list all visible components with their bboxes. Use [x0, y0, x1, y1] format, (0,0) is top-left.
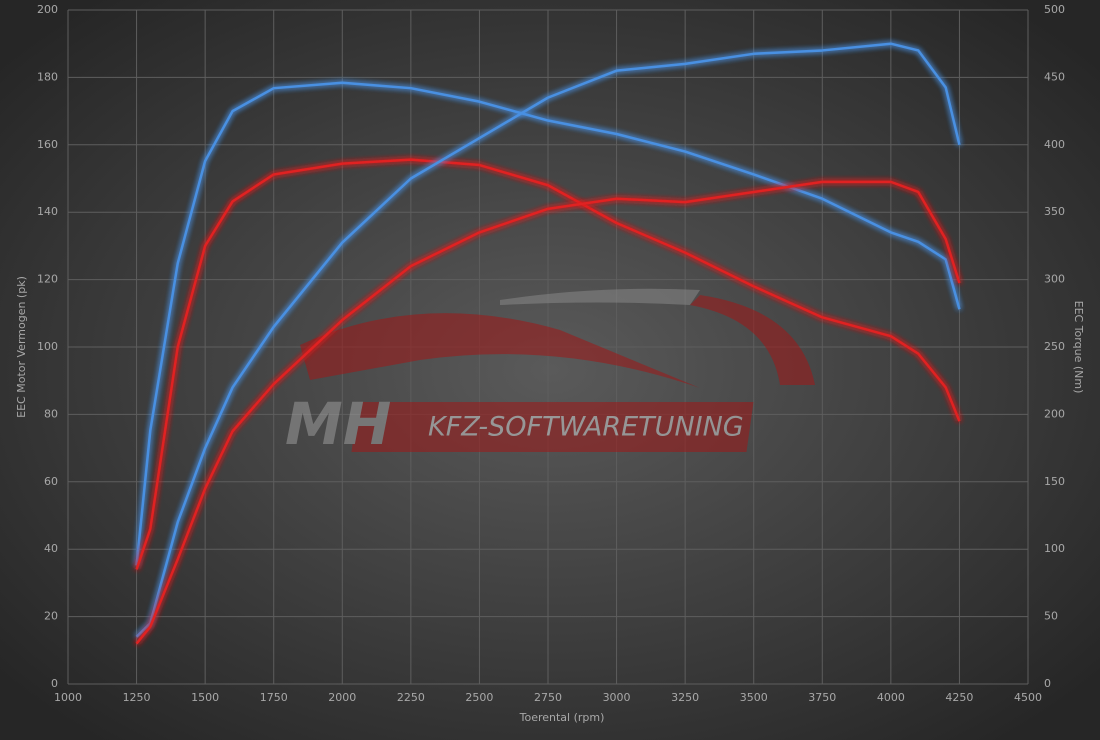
y-tick-label: 40: [44, 542, 58, 555]
x-tick-label: 2500: [465, 691, 493, 704]
series-line: [135, 180, 961, 645]
logo-car: [300, 313, 700, 388]
y-tick-label: 120: [37, 273, 58, 286]
logo-text: KFZ-SOFTWARETUNING: [428, 412, 744, 443]
y2-tick-label: 0: [1044, 677, 1051, 690]
y-tick-label: 60: [44, 475, 58, 488]
x-tick-label: 4000: [877, 691, 905, 704]
logo-banner: [351, 402, 754, 452]
y-tick-label: 140: [37, 205, 58, 218]
x-tick-label: 4500: [1014, 691, 1042, 704]
y2-tick-label: 400: [1044, 138, 1065, 151]
y-tick-label: 20: [44, 610, 58, 623]
logo-mh: MH: [285, 390, 391, 458]
y-tick-label: 160: [37, 138, 58, 151]
y2-tick-label: 150: [1044, 475, 1065, 488]
x-tick-label: 1000: [54, 691, 82, 704]
logo-car-rear: [690, 295, 815, 385]
x-axis-label: Toerental (rpm): [519, 711, 605, 724]
watermark: MH KFZ-SOFTWARETUNING: [285, 288, 815, 458]
x-tick-label: 1750: [260, 691, 288, 704]
x-tick-label: 1250: [123, 691, 151, 704]
y2-tick-label: 250: [1044, 340, 1065, 353]
x-tick-label: 3500: [740, 691, 768, 704]
series-line: [135, 158, 961, 570]
y2-tick-label: 100: [1044, 542, 1065, 555]
y2-tick-label: 450: [1044, 70, 1065, 83]
logo-swoosh: [500, 288, 700, 305]
y-tick-label: 0: [51, 677, 58, 690]
y-axis-label: EEC Motor Vermogen (pk): [15, 276, 28, 418]
x-tick-label: 2750: [534, 691, 562, 704]
y2-axis-label: EEC Torque (Nm): [1072, 301, 1085, 394]
x-tick-label: 3000: [603, 691, 631, 704]
y-tick-label: 80: [44, 407, 58, 420]
y-tick-label: 100: [37, 340, 58, 353]
y2-tick-label: 500: [1044, 3, 1065, 16]
y2-tick-label: 200: [1044, 407, 1065, 420]
y-tick-label: 180: [37, 70, 58, 83]
y-tick-label: 200: [37, 3, 58, 16]
x-tick-label: 3750: [808, 691, 836, 704]
series-line: [135, 81, 961, 566]
y2-tick-label: 50: [1044, 610, 1058, 623]
x-tick-label: 2000: [328, 691, 356, 704]
x-tick-label: 2250: [397, 691, 425, 704]
y2-tick-label: 350: [1044, 205, 1065, 218]
x-tick-label: 4250: [945, 691, 973, 704]
x-tick-label: 3250: [671, 691, 699, 704]
y2-tick-label: 300: [1044, 273, 1065, 286]
x-tick-label: 1500: [191, 691, 219, 704]
series-line: [135, 42, 961, 638]
